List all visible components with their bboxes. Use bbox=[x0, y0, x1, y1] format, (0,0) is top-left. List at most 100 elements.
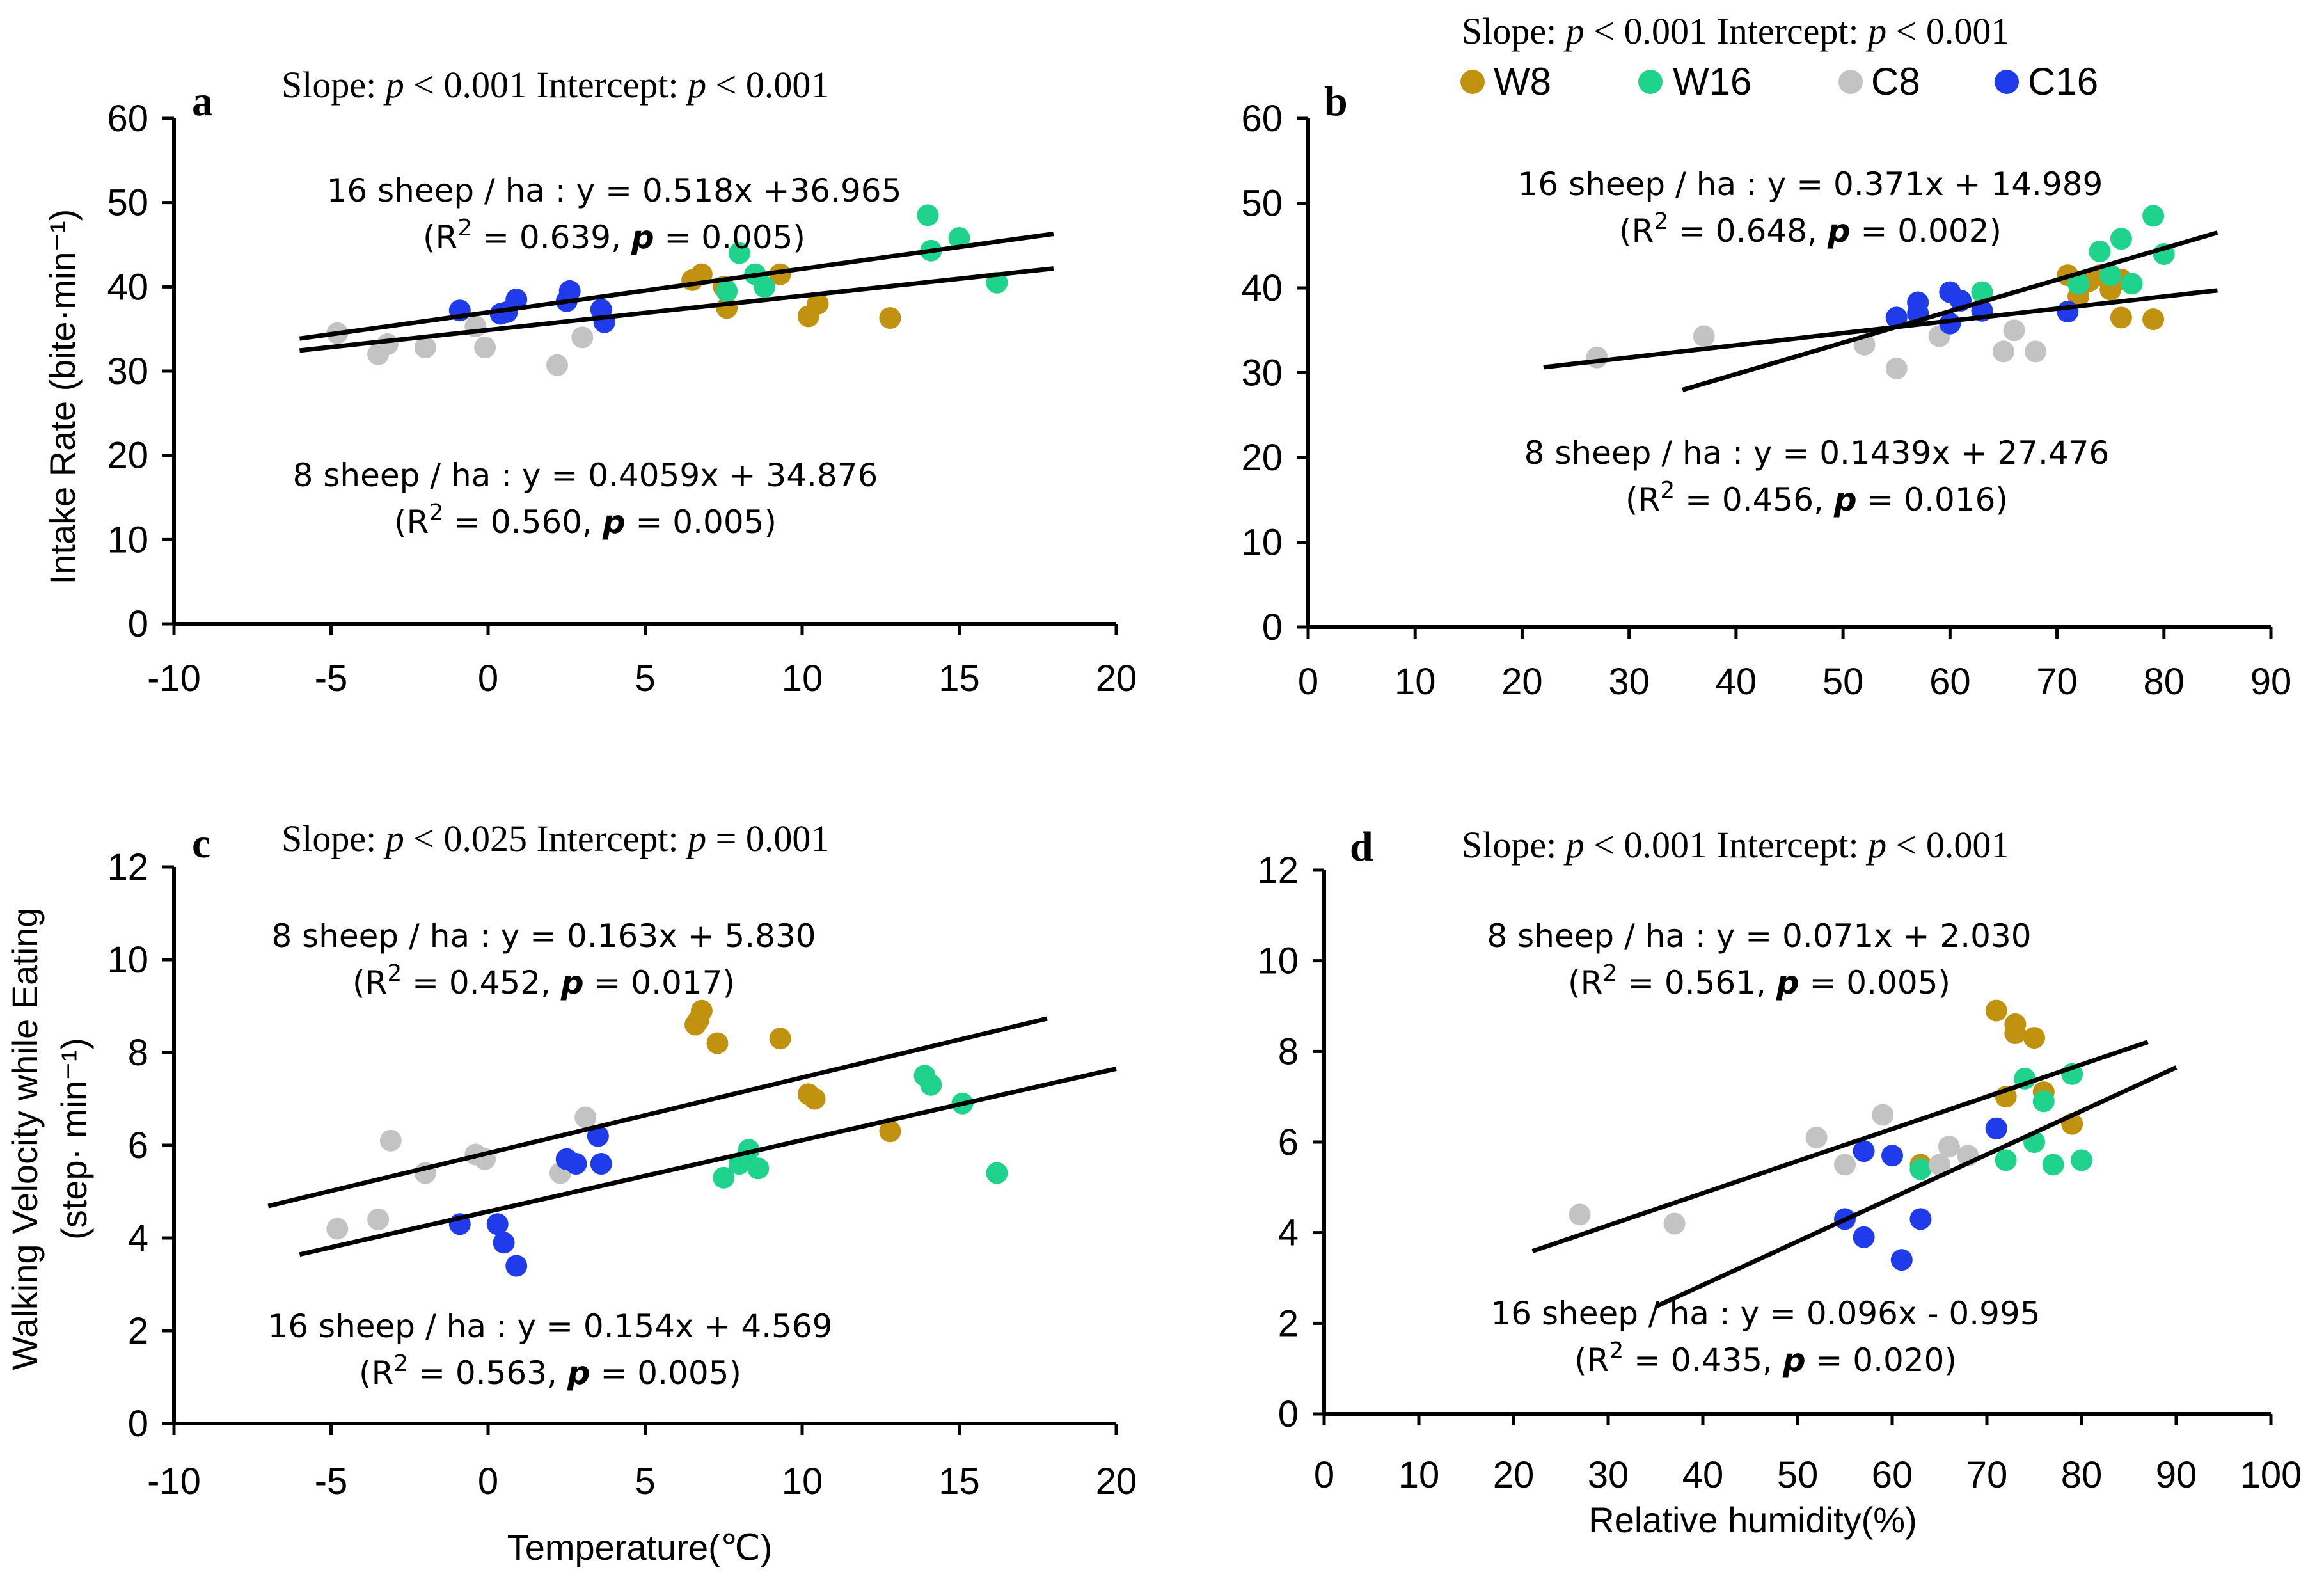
x-tick-label: 50 bbox=[1777, 1454, 1819, 1496]
regression-line bbox=[299, 1067, 1117, 1257]
x-tick-label: 20 bbox=[1493, 1454, 1535, 1496]
x-tick-label: 10 bbox=[1395, 661, 1436, 702]
y-tick-label: 2 bbox=[128, 1310, 148, 1352]
point-c8 bbox=[1938, 1136, 1960, 1158]
significance-text: Slope: p < 0.001 Intercept: p < 0.001 bbox=[1462, 824, 2009, 866]
y-tick-label: 8 bbox=[128, 1032, 148, 1074]
y-tick-label: 10 bbox=[107, 519, 148, 560]
point-w16 bbox=[917, 204, 939, 226]
point-w16 bbox=[716, 280, 738, 302]
y-tick-label: 20 bbox=[107, 435, 148, 477]
point-w16 bbox=[2032, 1090, 2055, 1113]
x-tick-label: 15 bbox=[938, 658, 980, 699]
point-c16 bbox=[2057, 301, 2079, 323]
x-tick-label: 80 bbox=[2144, 661, 2185, 702]
point-c16 bbox=[1885, 306, 1908, 329]
point-c16 bbox=[486, 1213, 509, 1235]
point-c8 bbox=[326, 1218, 349, 1240]
point-c8 bbox=[1805, 1126, 1828, 1148]
panel-label: b bbox=[1324, 78, 1348, 125]
x-tick-label: 100 bbox=[2240, 1454, 2302, 1496]
point-c16 bbox=[590, 1153, 612, 1175]
point-c16 bbox=[1853, 1140, 1875, 1162]
y-tick-label: 50 bbox=[107, 182, 148, 224]
panel-c: 0 2 4 6 8 10 12 -10 -5 0 5 10 15 20 c Slope: p < 0.025 … bbox=[107, 818, 1137, 1502]
regression-equation: 8 sheep / ha : y = 0.4059x + 34.876 bbox=[293, 457, 878, 494]
y-tick-label: 60 bbox=[107, 98, 148, 139]
y-tick-label: 2 bbox=[1278, 1303, 1299, 1344]
panel-a: 0 10 20 30 40 50 60 -10 -5 0 5 10 15 20 a Slope: p < 0.… bbox=[107, 64, 1137, 699]
x-tick-label: 0 bbox=[1298, 661, 1318, 702]
x-tick-label: 90 bbox=[2156, 1454, 2197, 1496]
y-tick-label: 0 bbox=[128, 603, 148, 645]
point-w8 bbox=[879, 307, 901, 329]
regression-stats: (R2 = 0.563, p = 0.005) bbox=[359, 1351, 741, 1392]
x-tick-label: 20 bbox=[1096, 658, 1137, 699]
point-c8 bbox=[1885, 357, 1908, 379]
regression-equation: 8 sheep / ha : y = 0.1439x + 27.476 bbox=[1524, 434, 2110, 472]
point-c16 bbox=[587, 1125, 609, 1147]
regression-stats: (R2 = 0.435, p = 0.020) bbox=[1574, 1338, 1957, 1379]
point-w16 bbox=[2142, 205, 2165, 227]
regression-stats: (R2 = 0.639, p = 0.005) bbox=[423, 215, 805, 257]
point-w16 bbox=[754, 276, 776, 298]
x-tick-label: 0 bbox=[1314, 1454, 1334, 1496]
point-c16 bbox=[505, 1255, 528, 1277]
point-c8 bbox=[574, 1106, 597, 1129]
y-tick-label: 0 bbox=[128, 1403, 148, 1445]
point-c8 bbox=[414, 337, 436, 359]
point-c16 bbox=[505, 289, 528, 311]
y-tick-label: 0 bbox=[1262, 607, 1283, 648]
y-tick-label: 50 bbox=[1241, 183, 1283, 225]
y-tick-label: 10 bbox=[1241, 522, 1283, 564]
legend-label-c16: C16 bbox=[2028, 60, 2098, 103]
y-tick-label: 30 bbox=[107, 351, 148, 392]
point-w8 bbox=[690, 263, 713, 285]
panel-label: c bbox=[192, 820, 210, 867]
x-tick-label: 10 bbox=[1398, 1454, 1440, 1496]
significance-text: Slope: p < 0.001 Intercept: p < 0.001 bbox=[281, 64, 829, 106]
y-tick-label: 20 bbox=[1241, 437, 1283, 479]
point-c8 bbox=[474, 337, 496, 359]
point-w8 bbox=[769, 1028, 791, 1050]
point-c8 bbox=[546, 354, 569, 376]
point-w16 bbox=[920, 1074, 942, 1096]
x-tick-label: 70 bbox=[2036, 661, 2078, 702]
x-tick-label: 10 bbox=[782, 1461, 823, 1502]
legend-label-w8: W8 bbox=[1494, 60, 1551, 103]
point-c16 bbox=[558, 280, 581, 302]
point-c8 bbox=[1929, 1154, 1950, 1176]
point-c8 bbox=[1992, 340, 2014, 363]
panel-label: a bbox=[192, 78, 213, 125]
regression-stats: (R2 = 0.648, p = 0.002) bbox=[1619, 209, 2002, 250]
point-w8 bbox=[769, 263, 791, 285]
regression-stats: (R2 = 0.456, p = 0.016) bbox=[1625, 477, 2008, 519]
point-w16 bbox=[1909, 1158, 1932, 1180]
point-w16 bbox=[2099, 264, 2122, 287]
point-c16 bbox=[493, 1232, 515, 1254]
y-tick-label: 12 bbox=[107, 846, 148, 888]
point-c8 bbox=[1569, 1203, 1591, 1226]
point-c8 bbox=[2003, 319, 2025, 342]
point-w8 bbox=[1985, 999, 2007, 1022]
x-tick-label: 80 bbox=[2061, 1454, 2103, 1496]
y-tick-label: 8 bbox=[1278, 1031, 1299, 1072]
regression-line bbox=[299, 232, 1054, 341]
point-c16 bbox=[1881, 1145, 1903, 1167]
point-c16 bbox=[1890, 1249, 1913, 1271]
regression-equation: 8 sheep / ha : y = 0.163x + 5.830 bbox=[271, 917, 816, 955]
panel-label: d bbox=[1350, 823, 1373, 870]
y-axis-title-intake-rate: Intake Rate (bite·min⁻¹) bbox=[42, 209, 83, 585]
x-tick-label: 60 bbox=[1872, 1454, 1913, 1496]
point-w16 bbox=[948, 226, 970, 249]
legend-marker-c8 bbox=[1838, 70, 1863, 94]
x-tick-label: 20 bbox=[1501, 661, 1543, 702]
y-tick-label: 4 bbox=[128, 1218, 148, 1259]
point-c16 bbox=[565, 1153, 587, 1175]
significance-text: Slope: p < 0.001 Intercept: p < 0.001 bbox=[1462, 10, 2009, 52]
point-w16 bbox=[2089, 241, 2111, 263]
point-w8 bbox=[2023, 1027, 2045, 1049]
point-c16 bbox=[1907, 291, 1929, 313]
regression-equation: 8 sheep / ha : y = 0.071x + 2.030 bbox=[1487, 917, 2031, 955]
